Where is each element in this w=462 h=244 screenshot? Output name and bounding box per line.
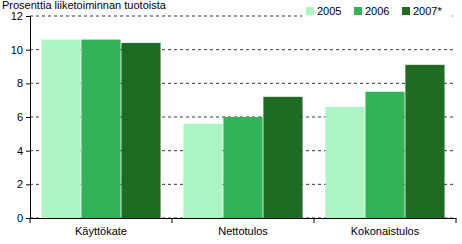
y-tick-label: 12: [11, 10, 23, 22]
x-tick-label: Nettotulos: [218, 225, 268, 237]
bar: [263, 97, 302, 218]
plot: 0 2 4 6 8 10 12 Käyttökate Nettotulos Kokonaistul…: [11, 10, 457, 237]
legend-label: 2007*: [413, 5, 442, 17]
legend-label: 2006: [365, 5, 389, 17]
y-tick-label: 4: [17, 145, 23, 157]
y-tick: 6: [17, 111, 30, 123]
y-axis-title: Prosenttia liiketoiminnan tuotoista: [2, 0, 167, 11]
y-tick: 2: [17, 178, 30, 190]
bar: [223, 117, 262, 218]
y-tick: 4: [17, 145, 30, 157]
bar: [121, 43, 160, 218]
legend-label: 2005: [317, 5, 341, 17]
x-tick: Käyttökate: [75, 218, 127, 237]
x-tick-label: Kokonaistulos: [351, 225, 420, 237]
legend-swatch: [402, 7, 410, 15]
y-tick-label: 8: [17, 77, 23, 89]
legend-swatch: [306, 7, 314, 15]
y-axis-line: [26, 17, 31, 219]
x-tick-label: Käyttökate: [75, 225, 127, 237]
legend-background: [302, 3, 452, 18]
bar: [325, 107, 364, 218]
bar: [81, 40, 120, 218]
y-tick-mark: [26, 50, 30, 51]
y-tick: 8: [17, 77, 30, 89]
y-tick-mark: [26, 151, 30, 152]
y-tick: 10: [11, 44, 30, 56]
y-tick-mark: [26, 16, 30, 17]
x-axis: Käyttökate Nettotulos Kokonaistulos: [30, 218, 457, 237]
y-tick-mark: [26, 184, 30, 185]
bar: [183, 124, 222, 218]
y-tick-label: 2: [17, 178, 23, 190]
y-tick-label: 6: [17, 111, 23, 123]
bar: [365, 92, 404, 218]
x-axis-line: [31, 218, 457, 219]
category-separator: [30, 218, 31, 223]
y-tick-mark: [26, 218, 30, 219]
y-axis: 0 2 4 6 8 10 12: [11, 10, 31, 224]
y-tick-label: 0: [17, 212, 23, 224]
bar: [41, 40, 80, 218]
grid: [30, 16, 456, 218]
category-separator: [314, 218, 315, 223]
bars: [41, 40, 444, 218]
legend-swatch: [354, 7, 362, 15]
x-tick: Nettotulos: [218, 218, 268, 237]
y-tick-mark: [26, 117, 30, 118]
chart: 0 2 4 6 8 10 12 Käyttökate Nettotulos Kokonaistul…: [0, 0, 462, 244]
y-tick: 12: [11, 10, 30, 22]
legend: 2005 2006 2007*: [302, 3, 452, 18]
y-tick-mark: [26, 83, 30, 84]
category-separator: [172, 218, 173, 223]
y-tick: 0: [17, 212, 30, 224]
x-tick: Kokonaistulos: [351, 218, 420, 237]
y-tick-label: 10: [11, 44, 23, 56]
category-separator: [456, 218, 457, 223]
bar: [405, 65, 444, 218]
